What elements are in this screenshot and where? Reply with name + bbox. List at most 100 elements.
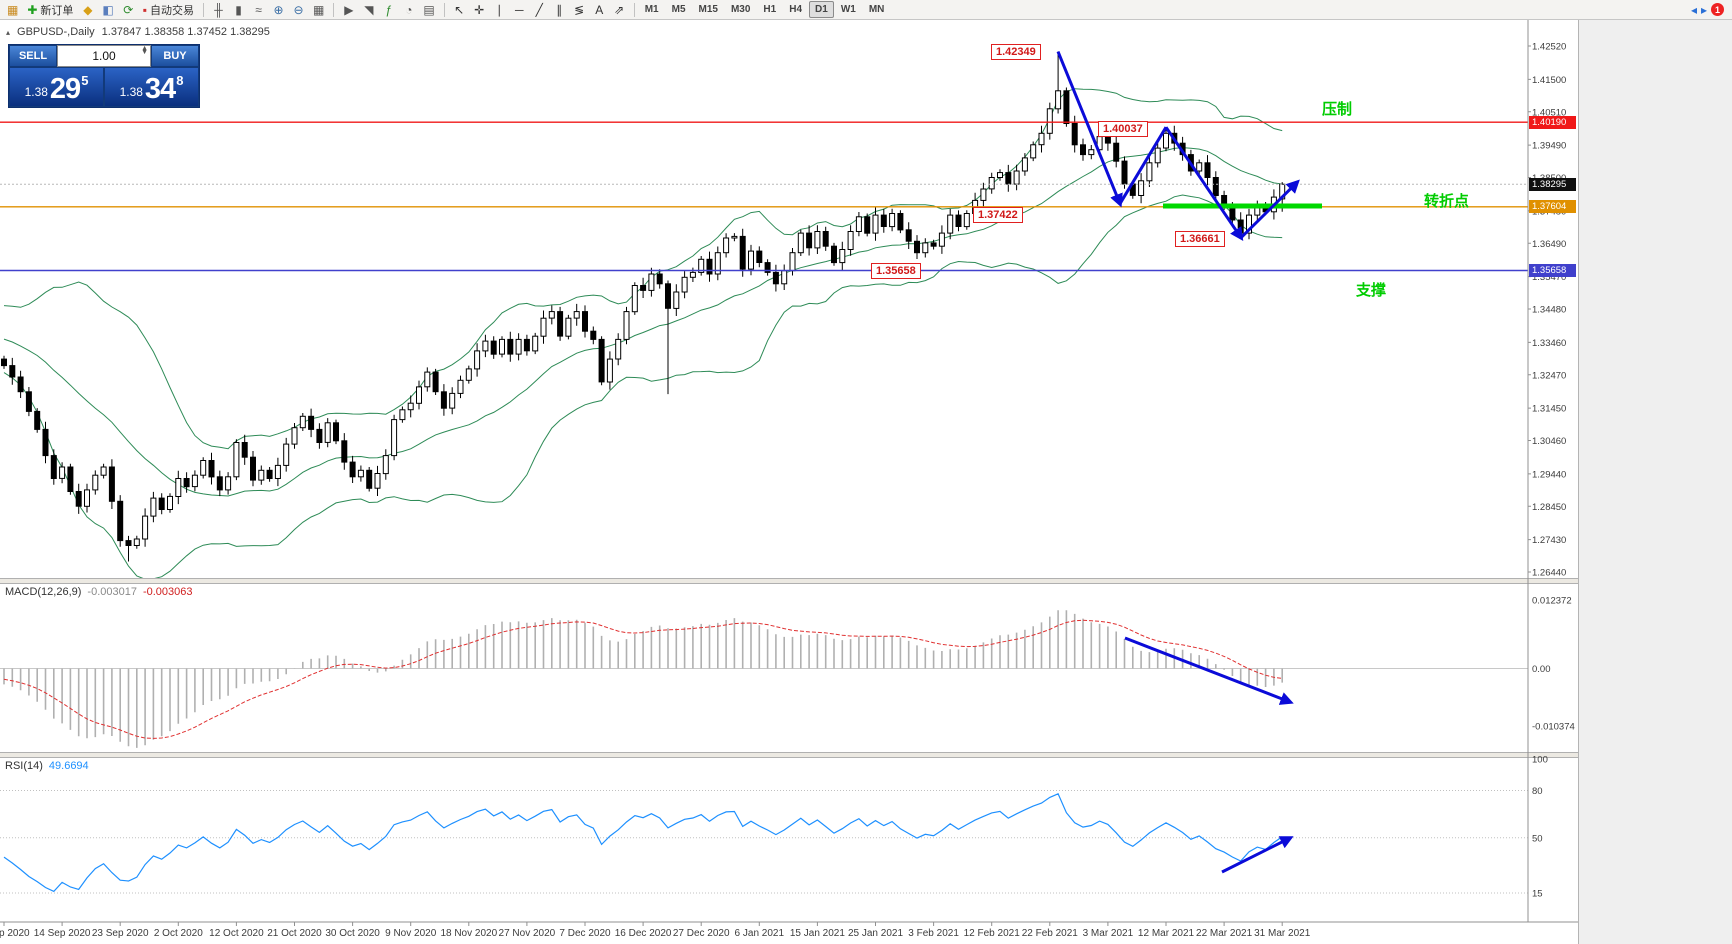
buy-button[interactable]: BUY: [151, 45, 199, 67]
candle-chart-icon: ▮: [235, 2, 242, 17]
periods-button[interactable]: ◔: [399, 1, 418, 18]
candle: [963, 213, 970, 228]
candle: [565, 317, 572, 337]
volume-field[interactable]: 1.00 ▲ ▼: [57, 45, 151, 67]
support-text-label[interactable]: 支撑: [1356, 282, 1387, 299]
sell-price-button[interactable]: 1.38 29 5: [9, 67, 104, 107]
candle: [324, 422, 331, 443]
trendline-button[interactable]: ╱: [530, 1, 549, 18]
timeframe-m30[interactable]: M30: [730, 4, 751, 15]
timeframe-h1[interactable]: H1: [763, 4, 777, 15]
date-axis-label: 12 Oct 2020: [209, 928, 264, 939]
toolbar-scroll-right-icon[interactable]: ▸: [1700, 2, 1707, 17]
timeframe-h4[interactable]: H4: [789, 4, 803, 15]
zoom-out-button[interactable]: ⊖: [289, 1, 308, 18]
crosshair-button[interactable]: ✛: [470, 1, 489, 18]
candle: [914, 240, 920, 254]
data-window-button[interactable]: ◧: [98, 1, 117, 18]
resistance-text-label[interactable]: 压制: [1322, 101, 1353, 118]
line-chart-button[interactable]: ≈: [249, 1, 268, 18]
auto-scroll-button[interactable]: ▶: [339, 1, 358, 18]
candle: [34, 410, 41, 430]
auto-trading-label: 自动交易: [150, 4, 195, 17]
refresh-button[interactable]: ⟳: [119, 1, 138, 18]
chart-canvas[interactable]: 1.425201.415001.405101.394901.385001.374…: [0, 20, 1578, 944]
candle: [864, 216, 871, 234]
candle: [1, 358, 7, 367]
auto-trading-button[interactable]: ▪ 自动交易: [139, 1, 198, 18]
horizontal-line-button[interactable]: ─: [510, 1, 529, 18]
date-axis-label: 3 Mar 2021: [1083, 928, 1134, 939]
macd-trend-arrow[interactable]: [1124, 636, 1294, 705]
equidistant-channel-button[interactable]: ∥: [550, 1, 569, 18]
toolbar-scroll-left-icon[interactable]: ◂: [1690, 2, 1697, 17]
volume-decrease-button[interactable]: ▼: [141, 48, 148, 56]
chart-shift-button[interactable]: ◥: [359, 1, 378, 18]
price-callout-turning-level[interactable]: 1.37422: [973, 207, 1023, 223]
zoom-out-icon: ⊖: [293, 2, 304, 17]
timeframe-m15[interactable]: M15: [698, 4, 718, 15]
sell-button[interactable]: SELL: [9, 45, 57, 67]
candle: [175, 478, 182, 497]
toolbar-separator: [333, 2, 335, 17]
price-callout-peak[interactable]: 1.42349: [991, 44, 1041, 60]
timeframe-m5[interactable]: M5: [671, 4, 686, 15]
zoom-in-button[interactable]: ⊕: [269, 1, 288, 18]
candle: [150, 497, 157, 517]
candle: [67, 466, 74, 492]
candle: [615, 338, 622, 360]
price-callout-swing-high[interactable]: 1.40037: [1098, 121, 1148, 137]
tile-windows-button[interactable]: ▦: [309, 1, 328, 18]
trend-arrow[interactable]: [1239, 179, 1300, 239]
bar-chart-button[interactable]: ╫: [209, 1, 228, 18]
timeframe-mn[interactable]: MN: [868, 4, 885, 15]
timeframe-m1[interactable]: M1: [644, 4, 659, 15]
arrow-tool-button[interactable]: ⇗: [610, 1, 629, 18]
candle: [432, 371, 439, 393]
trend-arrow[interactable]: [1164, 126, 1244, 242]
candle: [142, 515, 149, 540]
price-callout-support-level[interactable]: 1.35658: [871, 263, 921, 279]
timeframe-d1[interactable]: D1: [809, 1, 834, 18]
panel-separator[interactable]: [0, 578, 1578, 584]
chart-icon: ▴: [6, 27, 11, 37]
candle: [75, 491, 82, 507]
rsi-trend-arrow[interactable]: [1221, 836, 1294, 874]
bollinger-middle: [3, 147, 1283, 497]
trend-arrow[interactable]: [1056, 51, 1123, 208]
candle: [117, 500, 124, 542]
text-tool-button[interactable]: A: [590, 1, 609, 18]
candle: [648, 273, 655, 291]
rsi-name: RSI(14): [5, 760, 43, 772]
candle: [308, 415, 315, 430]
candle: [889, 213, 896, 228]
crosshair-icon: ✛: [474, 2, 485, 17]
market-watch-button[interactable]: ◆: [78, 1, 97, 18]
new-order-button[interactable]: ✚ 新订单: [23, 1, 77, 18]
price-axis-label: 1.30460: [1532, 436, 1566, 447]
notification-badge[interactable]: 1: [1711, 3, 1724, 16]
volume-increase-button[interactable]: ▲: [141, 45, 148, 52]
trend-arrow[interactable]: [1118, 126, 1168, 205]
timeframe-w1[interactable]: W1: [840, 4, 856, 15]
candle: [440, 391, 447, 409]
new-chart-button[interactable]: ▦: [3, 1, 22, 18]
candle: [714, 252, 721, 275]
turning-point-highlight[interactable]: [1163, 203, 1322, 209]
cursor-button[interactable]: ↖: [450, 1, 469, 18]
price-callout-swing-low[interactable]: 1.36661: [1175, 231, 1225, 247]
candle-chart-button[interactable]: ▮: [229, 1, 248, 18]
vertical-line-button[interactable]: ∣: [490, 1, 509, 18]
volume-spinner: ▲ ▼: [141, 45, 148, 56]
turning-point-text-label[interactable]: 转折点: [1424, 193, 1470, 210]
fibonacci-button[interactable]: ≶: [570, 1, 589, 18]
candle: [407, 402, 414, 411]
templates-button[interactable]: ▤: [419, 1, 438, 18]
candle: [50, 455, 57, 480]
indicators-list-button[interactable]: ƒ: [379, 1, 398, 18]
panel-separator[interactable]: [0, 752, 1578, 758]
auto-trading-icon: ▪: [142, 2, 148, 17]
candle: [1038, 132, 1045, 146]
buy-price-button[interactable]: 1.38 34 8: [104, 67, 199, 107]
candle: [1237, 219, 1244, 234]
